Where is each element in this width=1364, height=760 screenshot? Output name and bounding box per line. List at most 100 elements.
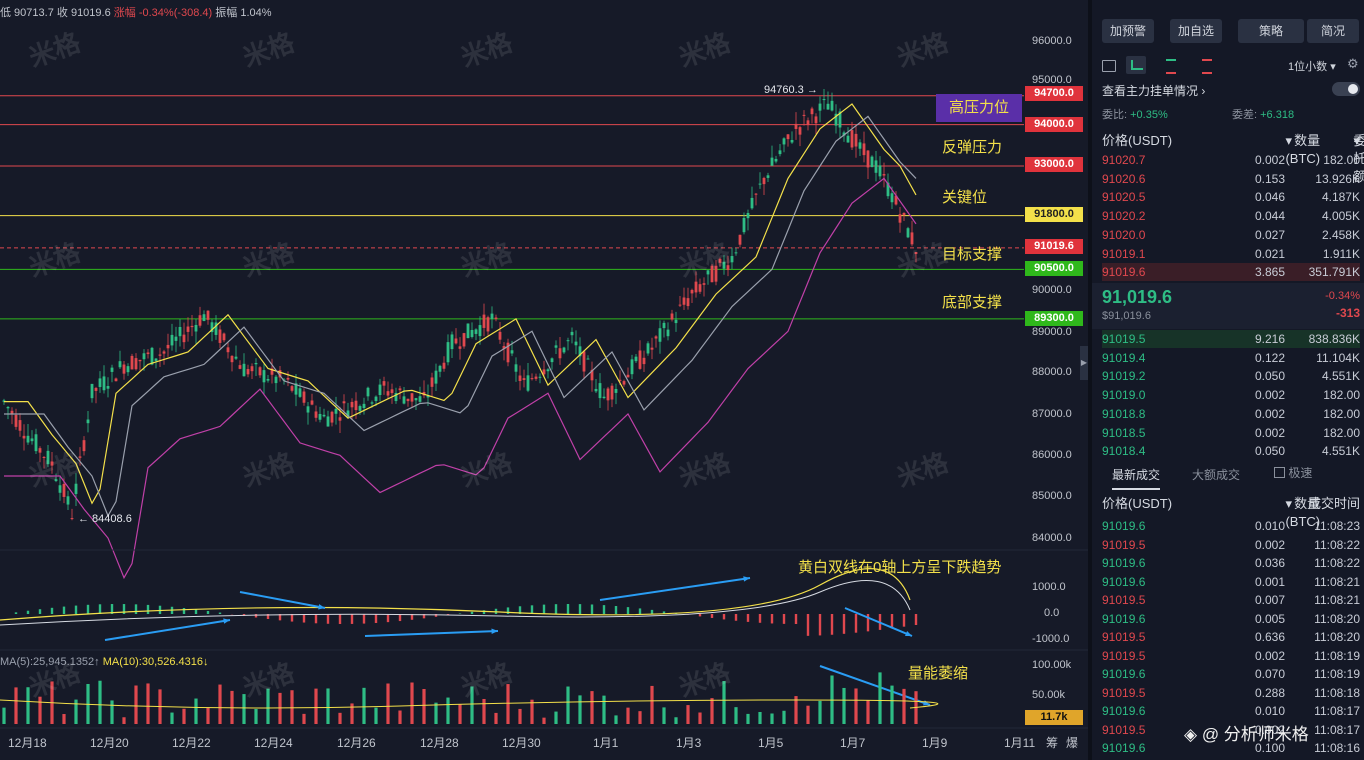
bid-row[interactable]: 91019.4 0.122 11.104K	[1102, 349, 1360, 367]
bid-amount: 182.00	[1323, 425, 1360, 440]
trade-row[interactable]: 91019.6 0.070 11:08:19	[1102, 665, 1360, 683]
ask-price: 91020.5	[1102, 190, 1146, 205]
candle-body	[410, 393, 414, 402]
kline-chart[interactable]	[0, 0, 1088, 760]
trend-arrow-head	[318, 604, 325, 610]
macd-bar	[566, 604, 570, 614]
candle-body	[518, 375, 522, 382]
qty-header[interactable]: 数量(BTC) ▾	[1285, 133, 1321, 166]
volume-bar	[2, 707, 6, 724]
last-price-usd: $91,019.6	[1102, 310, 1151, 322]
book-both-icon[interactable]	[1102, 60, 1116, 72]
volume-bar	[242, 694, 246, 724]
bid-row[interactable]: 91018.4 0.050 4.551K	[1102, 442, 1360, 460]
precision-select[interactable]: 1位小数 ▾	[1288, 58, 1336, 74]
volume-bar	[38, 696, 42, 724]
main-orders-link[interactable]: 查看主力挂单情况 ›	[1102, 82, 1205, 99]
trade-row[interactable]: 91019.5 0.007 11:08:21	[1102, 591, 1360, 609]
book-asks-icon[interactable]	[1202, 59, 1212, 74]
tab-latest-trades[interactable]: 最新成交	[1112, 466, 1161, 490]
volume-bar	[650, 685, 654, 724]
candle-body	[210, 322, 214, 333]
price-axis-label: 88000.0	[1032, 366, 1072, 378]
volume-bar	[806, 705, 810, 724]
volume-bar	[398, 710, 402, 724]
ask-row[interactable]: 91020.7 0.002 182.00	[1102, 151, 1360, 169]
candle-body	[878, 165, 882, 177]
volume-bar	[698, 712, 702, 724]
trade-qty: 0.070	[1254, 667, 1285, 681]
candle-body	[118, 361, 122, 368]
x-axis-label: 12月22	[172, 736, 211, 750]
trade-qty-header[interactable]: 数量(BTC) ▾	[1285, 496, 1321, 529]
book-bids-icon[interactable]	[1126, 56, 1146, 74]
bid-row[interactable]: 91019.0 0.002 182.00	[1102, 386, 1360, 404]
candle-body	[478, 325, 482, 337]
burst-button[interactable]: 爆	[1066, 736, 1079, 750]
main-orders-toggle[interactable]	[1332, 82, 1360, 96]
add-favorite-button[interactable]: 加自选	[1170, 19, 1222, 43]
trend-arrow-head	[743, 576, 750, 582]
add-alert-button[interactable]: 加预警	[1102, 19, 1154, 43]
candle-body	[494, 317, 498, 320]
trade-row[interactable]: 91019.6 0.036 11:08:22	[1102, 554, 1360, 572]
candle-body	[682, 297, 686, 305]
trade-row[interactable]: 91019.5 0.002 11:08:19	[1102, 647, 1360, 665]
candle-body	[398, 388, 402, 391]
price-axis-label: 95000.0	[1032, 74, 1072, 86]
candle-body	[498, 331, 502, 340]
ask-row[interactable]: 91020.6 0.153 13.926K	[1102, 170, 1360, 188]
bid-row[interactable]: 91019.5 9.216 838.836K	[1102, 330, 1360, 348]
candle-body	[854, 133, 858, 147]
annotation-high-resistance: 高压力位	[936, 94, 1022, 122]
macd-bar	[470, 611, 474, 614]
strategy-button[interactable]: 策略	[1238, 19, 1304, 43]
candle-body	[238, 365, 242, 369]
volume-bar	[134, 685, 138, 724]
candle-body	[658, 328, 662, 342]
candle-body	[214, 322, 218, 335]
price-header: 价格(USDT)	[1102, 133, 1173, 148]
chart-area[interactable]: 低 90713.7 收 91019.6 涨幅 -0.34%(-308.4) 振幅…	[0, 0, 1088, 760]
trade-row[interactable]: 91019.6 0.010 11:08:23	[1102, 517, 1360, 535]
candle-body	[306, 406, 310, 413]
candle-body	[234, 356, 238, 359]
trade-row[interactable]: 91019.6 0.100 11:08:16	[1102, 739, 1360, 757]
candle-body	[782, 138, 786, 145]
amount-header[interactable]: 委托额 ▾	[1353, 132, 1364, 184]
trade-row[interactable]: 91019.5 0.636 11:08:20	[1102, 628, 1360, 646]
ask-row[interactable]: 91020.2 0.044 4.005K	[1102, 207, 1360, 225]
ask-row[interactable]: 91020.0 0.027 2.458K	[1102, 226, 1360, 244]
bid-row[interactable]: 91018.8 0.002 182.00	[1102, 405, 1360, 423]
trade-row[interactable]: 91019.5 0.002 11:08:22	[1102, 536, 1360, 554]
trade-row[interactable]: 91019.6 0.005 11:08:20	[1102, 610, 1360, 628]
overview-button[interactable]: 简况	[1307, 19, 1359, 43]
candle-body	[646, 343, 650, 354]
bid-row[interactable]: 91018.5 0.002 182.00	[1102, 424, 1360, 442]
collapse-handle[interactable]: ▶	[1080, 346, 1088, 380]
trade-row[interactable]: 91019.5 0.288 11:08:18	[1102, 684, 1360, 702]
chip-button[interactable]: 筹	[1046, 736, 1059, 750]
macd-bar	[62, 606, 66, 614]
settings-icon[interactable]: ⚙	[1347, 56, 1359, 71]
ask-qty: 0.046	[1254, 190, 1285, 205]
candle-body	[246, 369, 250, 375]
ask-row[interactable]: 91019.6 3.865 351.791K	[1102, 263, 1360, 282]
x-axis-label: 12月26	[337, 736, 376, 750]
ask-row[interactable]: 91019.1 0.021 1.911K	[1102, 245, 1360, 263]
candle-body	[798, 127, 802, 135]
book-list-icon[interactable]	[1166, 59, 1176, 74]
x-axis-label: 12月20	[90, 736, 129, 750]
bid-row[interactable]: 91019.2 0.050 4.551K	[1102, 367, 1360, 385]
trade-row[interactable]: 91019.6 0.010 11:08:17	[1102, 702, 1360, 720]
fast-mode-toggle[interactable]: 极速	[1274, 464, 1312, 481]
candle-body	[434, 370, 438, 384]
trade-row[interactable]: 91019.5 0.002 11:08:17	[1102, 721, 1360, 739]
tab-large-trades[interactable]: 大额成交	[1192, 468, 1241, 482]
volume-bar	[794, 696, 798, 724]
trade-row[interactable]: 91019.6 0.001 11:08:21	[1102, 573, 1360, 591]
ask-row[interactable]: 91020.5 0.046 4.187K	[1102, 188, 1360, 206]
macd-bar	[902, 614, 906, 627]
candle-body	[454, 338, 458, 344]
macd-bar	[422, 614, 426, 619]
